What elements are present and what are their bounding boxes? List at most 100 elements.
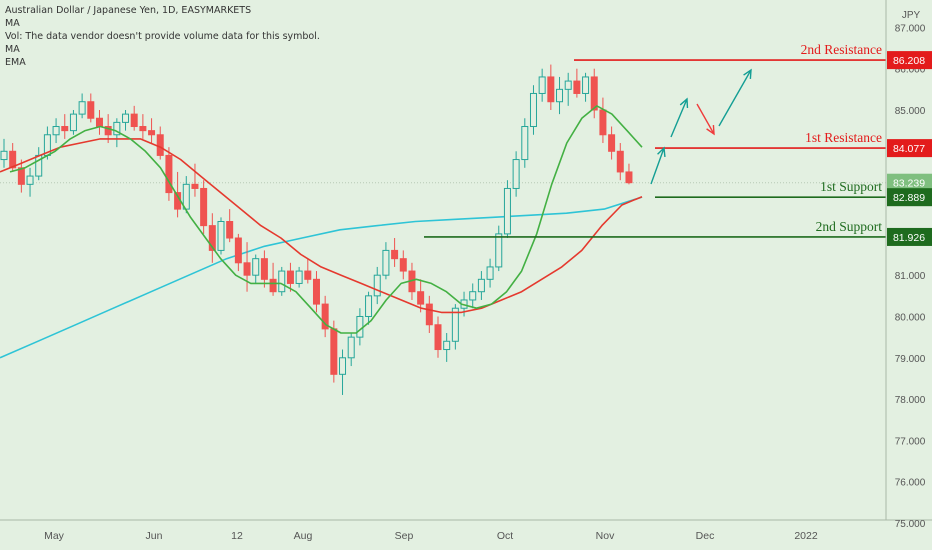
candle-body xyxy=(608,134,616,152)
candle xyxy=(564,72,572,106)
legend-ma-fast[interactable]: MA xyxy=(5,18,20,29)
price-tick-label: 85.000 xyxy=(895,106,926,117)
candle xyxy=(529,85,537,135)
candle xyxy=(373,266,381,305)
candle-body xyxy=(625,171,633,184)
level-2nd-resistance[interactable]: 2nd Resistance xyxy=(574,42,886,61)
candle xyxy=(417,279,425,313)
candle-body xyxy=(451,307,459,342)
candle-body xyxy=(495,233,503,268)
candle xyxy=(547,64,555,110)
candle-body xyxy=(295,270,303,284)
arrow-shaft xyxy=(650,147,665,185)
candle-body xyxy=(260,258,268,280)
candle-body xyxy=(330,328,338,375)
candle-body xyxy=(226,221,234,239)
candle xyxy=(616,143,624,181)
candle-body xyxy=(373,274,381,297)
candle-body xyxy=(0,150,8,161)
time-tick-label: Sep xyxy=(395,530,414,542)
candle xyxy=(200,180,208,234)
candle-body xyxy=(486,266,494,280)
level-badge: 82.889 xyxy=(887,188,932,207)
candle-body xyxy=(599,109,607,136)
candle-body xyxy=(17,167,25,185)
legend-symbol[interactable]: Australian Dollar / Japanese Yen, 1D, EA… xyxy=(5,5,252,16)
price-tick-label: 81.000 xyxy=(895,271,926,282)
candle-body xyxy=(191,183,199,189)
badge-bg xyxy=(887,51,932,70)
candle-body xyxy=(208,225,216,251)
candle xyxy=(130,105,138,131)
legend-volume[interactable]: Vol: The data vendor doesn't provide vol… xyxy=(5,31,320,42)
candle xyxy=(208,213,216,263)
candle xyxy=(243,242,251,292)
legend-ema[interactable]: EMA xyxy=(5,57,26,68)
candle-body xyxy=(477,278,485,293)
candle xyxy=(425,295,433,334)
candle xyxy=(278,266,286,296)
candle-body xyxy=(391,249,399,260)
candle-body xyxy=(278,270,286,293)
ma-slow-line xyxy=(0,138,643,314)
levels-group: 2nd Resistance 1st Resistance 1st Support 2… xyxy=(424,42,886,238)
candle xyxy=(26,167,34,197)
level-badge: 86.208 xyxy=(887,51,932,70)
candle-body xyxy=(582,76,590,94)
legend-ma-slow[interactable]: MA xyxy=(5,44,20,55)
candle xyxy=(556,76,564,115)
candle xyxy=(122,109,130,131)
level-1st-support[interactable]: 1st Support xyxy=(655,179,886,198)
price-tick-label: 80.000 xyxy=(895,312,926,323)
candle-body xyxy=(269,278,277,293)
candle-body xyxy=(529,92,537,128)
candle-body xyxy=(547,76,555,103)
candle-body xyxy=(252,258,260,276)
time-tick-label: Jun xyxy=(146,530,163,542)
time-axis[interactable]: May Jun 12 Aug Sep Oct Nov Dec 2022 xyxy=(44,530,818,542)
candle xyxy=(512,151,520,197)
candle xyxy=(87,93,95,123)
forecast-arrow xyxy=(718,68,752,127)
candle xyxy=(139,114,147,139)
arrow-shaft xyxy=(670,98,688,138)
candle xyxy=(625,163,633,185)
candle xyxy=(52,118,60,144)
time-tick-label: 12 xyxy=(231,530,243,542)
candle-body xyxy=(87,101,95,119)
badge-value: 82.889 xyxy=(893,192,925,204)
candle xyxy=(590,68,598,119)
level-1st-resistance[interactable]: 1st Resistance xyxy=(655,130,886,149)
candle xyxy=(191,163,199,197)
candle-body xyxy=(564,80,572,90)
badge-bg xyxy=(887,227,932,246)
candle xyxy=(486,258,494,288)
forecast-arrows xyxy=(650,68,752,185)
candle xyxy=(304,258,312,284)
forecast-arrow xyxy=(696,103,715,136)
candle xyxy=(165,147,173,201)
candle-body xyxy=(9,150,17,169)
badge-value: 84.077 xyxy=(893,143,925,155)
candle-body xyxy=(512,159,520,189)
level-2nd-support[interactable]: 2nd Support xyxy=(424,219,886,238)
candle-body xyxy=(286,270,294,284)
candle xyxy=(234,233,242,272)
candle-body xyxy=(573,80,581,94)
candle-body xyxy=(538,76,546,94)
candle xyxy=(477,271,485,300)
candle xyxy=(321,295,329,338)
candle-body xyxy=(521,126,529,161)
time-tick-label: Nov xyxy=(596,530,615,542)
time-tick-label: Oct xyxy=(497,530,513,542)
candle xyxy=(443,333,451,362)
price-tick-label: 76.000 xyxy=(895,478,926,489)
price-tick-label: 79.000 xyxy=(895,354,926,365)
candle xyxy=(538,68,546,102)
ma-fast-path xyxy=(9,105,643,334)
candle xyxy=(469,283,477,309)
level-label: 1st Support xyxy=(820,179,882,194)
candle-body xyxy=(347,336,355,359)
candle-body xyxy=(356,315,364,338)
